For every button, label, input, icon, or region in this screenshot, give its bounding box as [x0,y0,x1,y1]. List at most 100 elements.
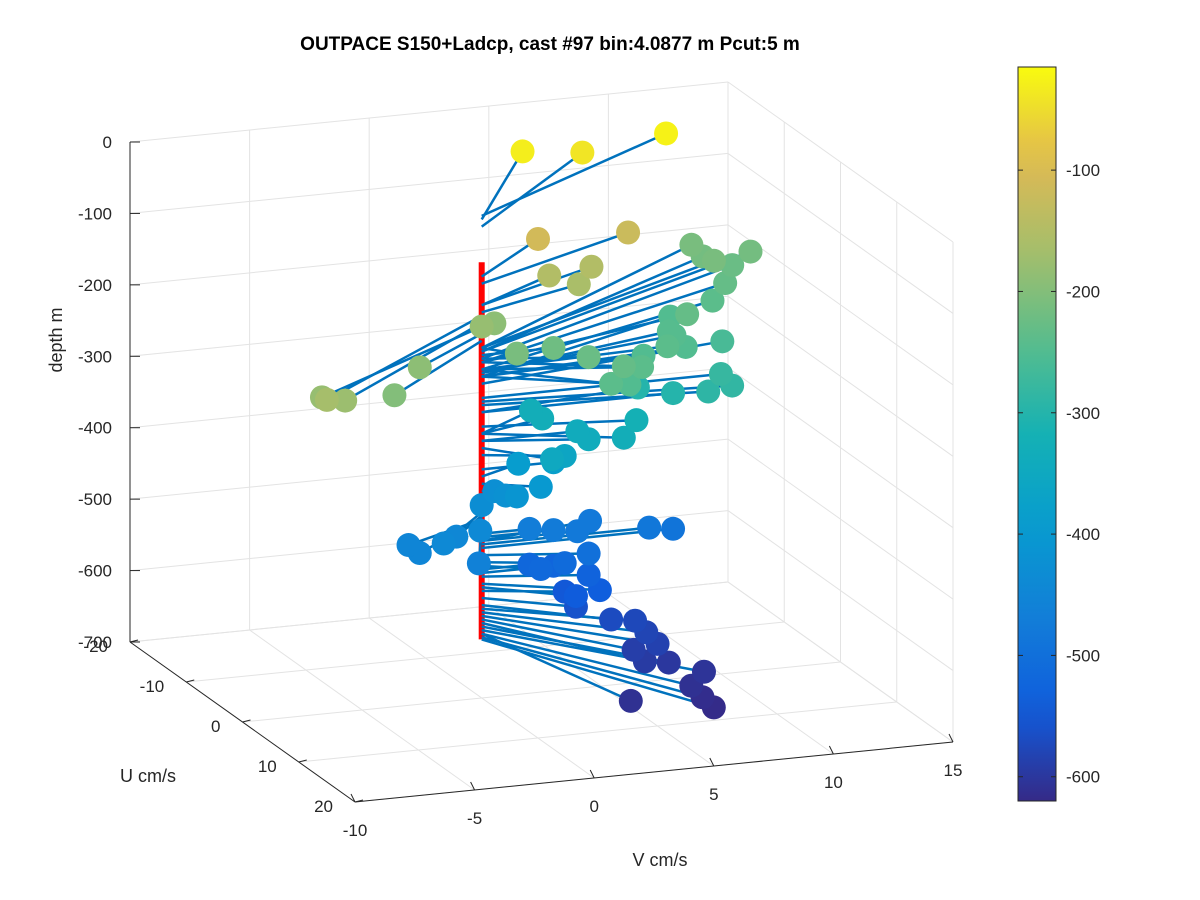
data-point [617,372,642,397]
data-point [624,408,649,433]
velocity-vector [481,418,637,428]
gridline [727,581,954,743]
u-tick [186,679,195,683]
colorbar-tick-label: -300 [1066,404,1100,423]
velocity-vector [481,596,577,609]
data-point [637,515,662,540]
data-point [504,341,529,366]
data-point [552,551,577,576]
data-point [468,518,493,543]
data-point [618,688,643,713]
velocity-vector [481,638,715,709]
data-point [517,516,542,541]
gridline [727,295,954,457]
gridline [129,81,729,143]
data-point [541,518,566,543]
data-point [630,355,655,380]
v-tick-label: -5 [467,809,482,828]
u-tick-label: 0 [211,717,220,736]
gridline [727,81,954,243]
gridline [727,438,954,600]
velocity-vector [481,265,592,307]
data-point [528,474,553,499]
data-point [528,557,553,582]
data-point [469,314,494,339]
v-tick [828,745,834,755]
velocity-vector [481,231,629,285]
colorbar-tick-label: -400 [1066,525,1100,544]
velocity-vector [481,632,692,687]
velocity-vector [326,314,483,401]
data-point [599,371,624,396]
colorbar-tick-label: -600 [1066,768,1100,787]
z-tick-label: -300 [78,347,112,366]
z-tick-label: -400 [78,419,112,438]
velocity-vector [481,315,671,378]
gridline [129,510,729,572]
u-tick [354,799,364,803]
gridline [249,629,475,791]
z-tick-label: -600 [78,562,112,581]
velocity-vector [480,151,584,228]
u-tick [298,759,307,763]
data-point [431,531,456,556]
gridline [129,295,729,357]
velocity-vector [481,618,634,652]
data-point [576,562,601,587]
data-point [578,508,603,533]
data-point [713,271,738,296]
v-tick-label: 0 [589,797,598,816]
velocity-vector [481,636,703,699]
velocity-vector [481,589,565,593]
velocity-vector [481,259,715,350]
data-point [314,387,339,412]
data-point [526,226,551,251]
data-point [566,272,591,297]
z-tick-label: -200 [78,276,112,295]
v-tick [470,781,476,791]
velocity-vector [481,611,647,634]
velocity-vector [481,526,650,546]
data-point [611,354,636,379]
u-tick [242,719,251,723]
gridline [727,367,954,529]
gridline [298,701,897,763]
u-tick-label: 10 [258,757,277,776]
z-tick-label: -700 [78,633,112,652]
u-tick-label: -10 [140,677,165,696]
u-tick [129,639,139,643]
data-point [466,551,491,576]
colorbar-tick-label: -500 [1066,646,1100,665]
v-tick [948,733,954,743]
gridline [129,438,729,500]
data-point [382,383,407,408]
data-point [700,288,725,313]
v-axis-line [354,741,954,803]
data-point [656,650,681,675]
data-point [518,398,543,423]
data-point [696,379,721,404]
data-points [309,121,763,720]
u-tick-label: 20 [314,797,333,816]
z-tick-label: -500 [78,490,112,509]
data-point [720,253,745,278]
data-point [616,220,641,245]
data-point [701,248,726,273]
v-tick [350,793,356,803]
velocity-vector [481,243,692,350]
data-point [540,447,565,472]
v-tick [589,769,595,779]
chart-title: OUTPACE S150+Ladcp, cast #97 bin:4.0877 … [300,34,800,55]
v-tick-label: -10 [343,821,368,840]
data-point [621,637,646,662]
velocity-vector [481,263,733,360]
data-point [579,254,604,279]
data-point [738,239,763,264]
z-axis-label: depth m [46,307,66,372]
velocity-vector [481,132,667,217]
data-point [333,388,358,413]
colorbar-tick-label: -100 [1066,161,1100,180]
data-point [654,121,679,146]
data-point [504,484,529,509]
